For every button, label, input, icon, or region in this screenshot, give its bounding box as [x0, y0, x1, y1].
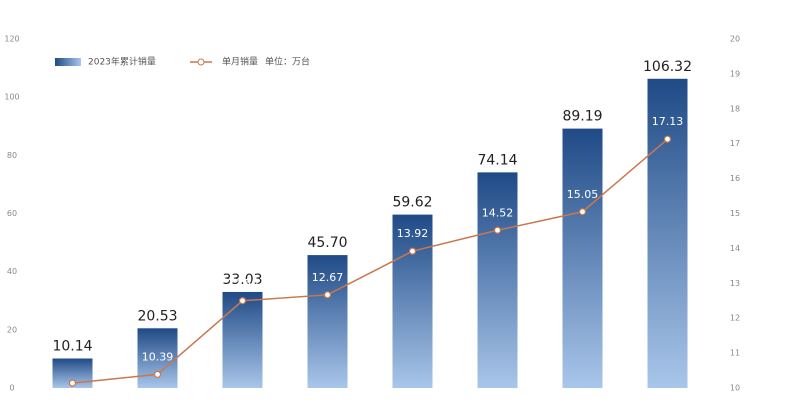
y-tick-label: 100 [4, 93, 19, 102]
line-point [68, 379, 77, 387]
y2-tick-label: 18 [730, 104, 740, 113]
y2-tick-label: 16 [730, 174, 740, 183]
y2-tick-label: 15 [730, 209, 740, 218]
y-tick-label: 80 [7, 151, 17, 160]
line-point [323, 291, 332, 299]
bar-value-label: 106.32 [643, 59, 692, 75]
y2-tick-label: 14 [730, 244, 740, 253]
bar-value-label: 74.14 [477, 152, 517, 168]
y2-tick-label: 17 [730, 139, 740, 148]
y-tick-label: 0 [9, 384, 14, 393]
y2-tick-label: 11 [730, 349, 740, 358]
line-point [153, 370, 162, 378]
line-point [238, 297, 247, 305]
y-tick-label: 20 [7, 325, 17, 334]
line-value-label: 14.52 [482, 206, 514, 219]
bar-value-label: 59.62 [392, 195, 432, 211]
y2-tick-label: 12 [730, 314, 740, 323]
line-point [493, 226, 502, 234]
y-tick-label: 60 [7, 209, 17, 218]
line-point [408, 247, 417, 255]
bar-value-label: 33.03 [222, 272, 262, 288]
bar [562, 128, 603, 388]
bar-value-label: 45.70 [307, 235, 347, 251]
legend-swatch [55, 58, 81, 66]
legend-marker [197, 58, 205, 66]
bar [477, 172, 518, 388]
bar [222, 291, 263, 388]
legend-label: 单月销量 [222, 56, 258, 68]
line [72, 138, 668, 384]
y2-tick-label: 10 [730, 384, 740, 393]
line-point [663, 135, 672, 143]
bar [392, 214, 433, 388]
bar [307, 255, 348, 388]
line-value-label: 12.67 [312, 271, 344, 284]
bar-value-label: 89.19 [562, 109, 602, 125]
y2-tick-label: 20 [730, 35, 740, 44]
line-value-label: 13.92 [397, 227, 429, 240]
y-tick-label: 120 [4, 35, 19, 44]
line-value-label: 12.50 [227, 277, 259, 290]
y2-tick-label: 13 [730, 279, 740, 288]
legend-label: 2023年累计销量 [88, 56, 156, 68]
bar [647, 78, 688, 388]
y-tick-label: 40 [7, 267, 17, 276]
bar-value-label: 10.14 [52, 339, 92, 355]
y2-tick-label: 19 [730, 69, 740, 78]
line-value-label: 15.05 [567, 188, 599, 201]
line-value-label: 10.39 [142, 350, 174, 363]
line-value-label: 17.13 [652, 115, 684, 128]
bar-value-label: 20.53 [137, 308, 177, 324]
legend-note: 单位：万台 [265, 56, 310, 68]
line-point [578, 208, 587, 216]
bar [137, 328, 178, 388]
